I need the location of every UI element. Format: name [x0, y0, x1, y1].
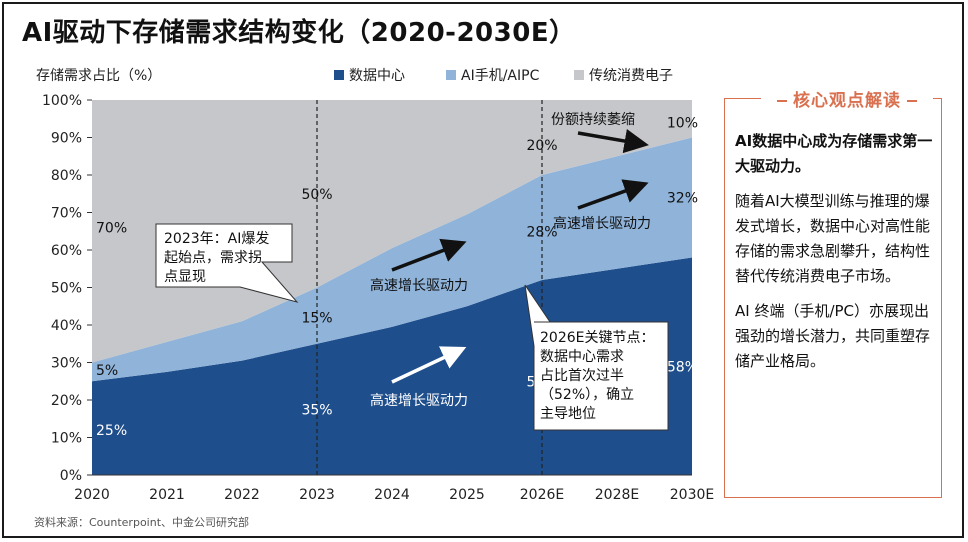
- callout-2026-text: （52%），确立: [540, 387, 634, 403]
- y-tick-label: 80%: [51, 168, 82, 184]
- growth-label-2: 高速增长驱动力: [370, 392, 468, 409]
- y-axis-title: 存储需求占比（%）: [36, 68, 161, 84]
- y-tick-label: 20%: [51, 393, 82, 409]
- callout-2023-text: 起始点，需求拐: [164, 250, 262, 266]
- data-label: 58%: [667, 359, 698, 375]
- x-tick-label: 2021: [149, 487, 185, 503]
- x-tick-label: 2030E: [670, 487, 714, 503]
- x-tick-label: 2022: [224, 487, 260, 503]
- data-label: 70%: [96, 221, 127, 237]
- growth-label-1: 高速增长驱动力: [370, 277, 468, 294]
- growth-arrow-2: [391, 346, 467, 384]
- insight-point-2: 随着AI大模型训练与推理的爆发式增长，数据中心对高性能存储的需求急剧攀升，结构性…: [735, 192, 931, 285]
- callout-2026-text: 占比首次过半: [540, 368, 624, 384]
- data-label: 15%: [301, 311, 332, 327]
- shrink-label: 份额持续萎缩: [551, 111, 635, 128]
- growth-arrow-3: [577, 179, 649, 210]
- insight-panel: 核心观点解读 AI数据中心成为存储需求第一大驱动力。 随着AI大模型训练与推理的…: [724, 86, 942, 498]
- x-tick-label: 2020: [74, 487, 110, 503]
- callout-2026-text: 数据中心需求: [540, 349, 624, 365]
- legend-label: 数据中心: [349, 68, 405, 84]
- shrink-arrow: [577, 128, 649, 154]
- growth-arrow-1: [391, 238, 467, 272]
- legend-swatch: [574, 70, 584, 80]
- growth-label-3: 高速增长驱动力: [553, 215, 651, 232]
- chart-title: AI驱动下存储需求结构变化（2020-2030E）: [22, 18, 576, 48]
- callout-2026-text: 2026E关键节点：: [540, 330, 654, 346]
- insight-panel-title: 核心观点解读: [761, 86, 933, 111]
- data-source-note: 资料来源：Counterpoint、中金公司研究部: [34, 516, 250, 529]
- x-tick-label: 2026E: [520, 487, 564, 503]
- legend-swatch: [446, 70, 456, 80]
- y-tick-label: 70%: [51, 206, 82, 222]
- legend-label: 传统消费电子: [589, 68, 673, 84]
- data-label: 35%: [301, 402, 332, 418]
- data-label: 10%: [667, 116, 698, 132]
- data-label: 28%: [526, 224, 557, 240]
- insight-point-3: AI 终端（手机/PC）亦展现出强劲的增长潜力，共同重塑存储产业格局。: [735, 302, 931, 370]
- data-label: 25%: [96, 423, 127, 439]
- y-tick-label: 30%: [51, 356, 82, 372]
- y-tick-label: 10%: [51, 431, 82, 447]
- callout-2023-box: [155, 223, 299, 303]
- y-tick-label: 100%: [42, 93, 82, 109]
- callout-2026-box: [524, 284, 669, 431]
- insight-point-1: AI数据中心成为存储需求第一大驱动力。: [735, 132, 933, 175]
- y-tick-label: 0%: [60, 468, 82, 484]
- insight-panel-body: AI数据中心成为存储需求第一大驱动力。 随着AI大模型训练与推理的爆发式增长，数…: [735, 129, 935, 384]
- callout-2023-text: 点显现: [164, 269, 206, 285]
- data-label: 50%: [301, 187, 332, 203]
- data-label: 5%: [96, 363, 118, 379]
- y-tick-label: 50%: [51, 281, 82, 297]
- data-label: 32%: [667, 191, 698, 207]
- y-tick-label: 40%: [51, 318, 82, 334]
- x-tick-label: 2025: [449, 487, 485, 503]
- legend-label: AI手机/AIPC: [461, 68, 540, 84]
- callout-2026-text: 主导地位: [540, 406, 596, 422]
- y-tick-label: 90%: [51, 131, 82, 147]
- callout-2023-text: 2023年：AI爆发: [164, 231, 269, 247]
- x-tick-label: 2024: [374, 487, 410, 503]
- data-label: 20%: [526, 138, 557, 154]
- x-tick-label: 2023: [299, 487, 335, 503]
- legend-swatch: [334, 70, 344, 80]
- x-tick-label: 2028E: [595, 487, 639, 503]
- y-tick-label: 60%: [51, 243, 82, 259]
